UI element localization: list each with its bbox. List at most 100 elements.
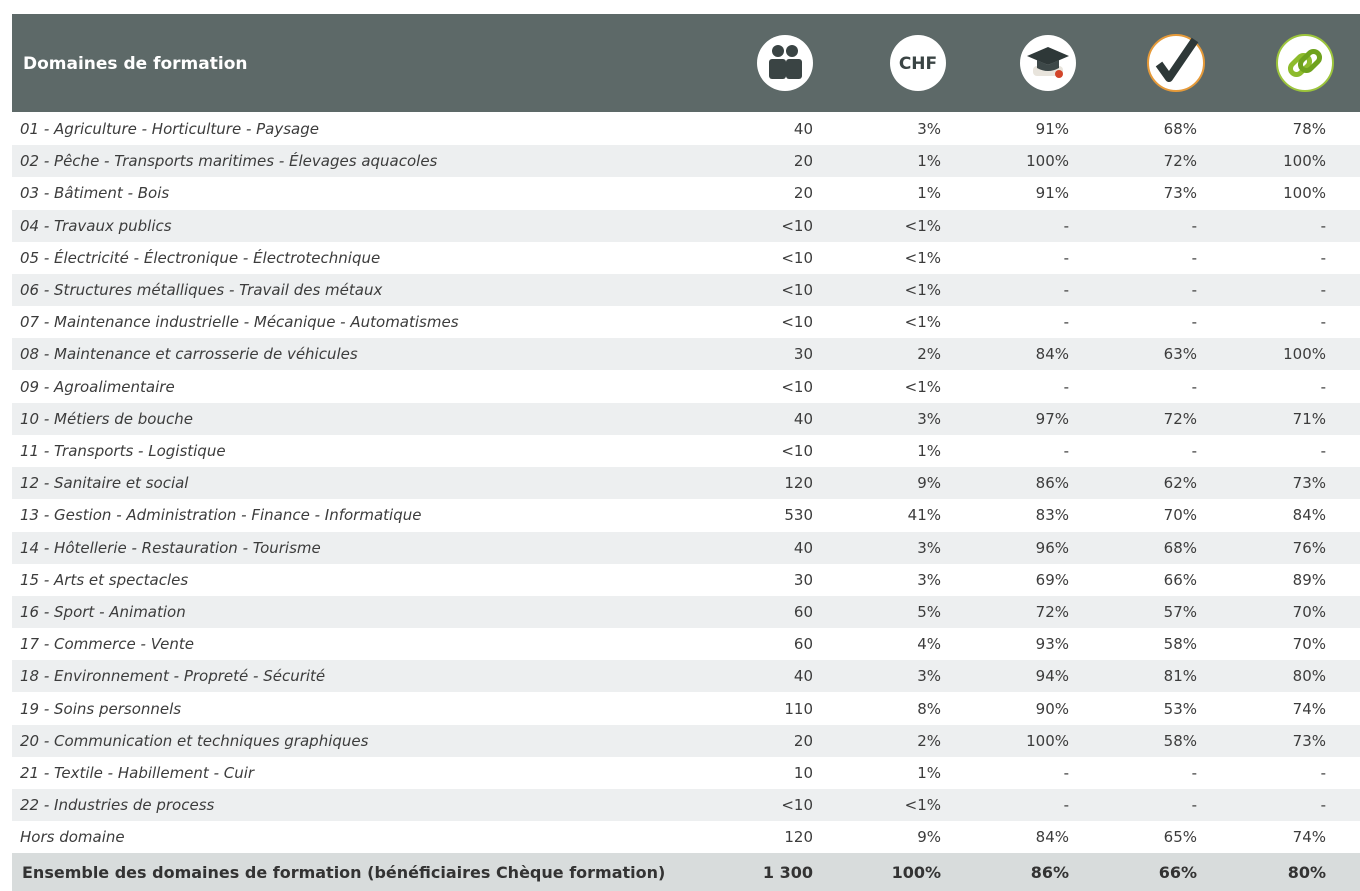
table-row: 13 - Gestion - Administration - Finance …	[12, 499, 1360, 531]
row-label: Hors domaine	[20, 828, 125, 847]
cell-value: 1%	[917, 184, 941, 203]
cell-value: <10	[781, 281, 813, 299]
row-label: 20 - Communication et techniques graphiq…	[20, 731, 369, 750]
check-icon	[1147, 34, 1205, 92]
cell-value: 1%	[917, 152, 941, 171]
cell-value: 20	[793, 184, 813, 203]
cell-value: 2%	[917, 345, 941, 364]
header-title: Domaines de formation	[23, 54, 248, 74]
cell-value: -	[1191, 281, 1197, 299]
cell-value: 4%	[917, 635, 941, 654]
cell-value: -	[1191, 796, 1197, 815]
table-row: 01 - Agriculture - Horticulture - Paysag…	[12, 113, 1360, 145]
cell-value: 30	[793, 570, 813, 589]
row-label: 04 - Travaux publics	[20, 216, 172, 235]
cell-value: 78%	[1292, 120, 1326, 138]
total-value: 1 300	[762, 863, 813, 882]
cell-value: 70%	[1292, 635, 1326, 654]
cell-value: 60	[793, 603, 813, 621]
table-row: 08 - Maintenance et carrosserie de véhic…	[12, 338, 1360, 371]
cell-value: 40	[793, 667, 813, 686]
table-row: 18 - Environnement - Propreté - Sécurité…	[12, 660, 1360, 693]
table-row: 09 - Agroalimentaire <10 <1% - - -	[12, 371, 1360, 403]
total-row: Ensemble des domaines de formation (béné…	[12, 853, 1360, 891]
cell-value: <10	[781, 216, 813, 235]
cell-value: <1%	[904, 377, 941, 396]
cell-value: -	[1320, 796, 1326, 815]
cell-value: 20	[793, 731, 813, 750]
cell-value: <1%	[904, 216, 941, 235]
cell-value: 1%	[917, 764, 941, 782]
cell-value: 72%	[1163, 409, 1197, 428]
cell-value: 86%	[1035, 474, 1069, 493]
cell-value: 100%	[1026, 731, 1069, 750]
row-label: 03 - Bâtiment - Bois	[20, 184, 170, 203]
cell-value: 91%	[1035, 184, 1069, 203]
cell-value: 100%	[1283, 345, 1326, 364]
row-label: 12 - Sanitaire et social	[20, 474, 189, 493]
cell-value: 74%	[1292, 699, 1326, 718]
cell-value: 53%	[1163, 699, 1197, 718]
row-label: 01 - Agriculture - Horticulture - Paysag…	[20, 120, 320, 138]
cell-value: <10	[781, 248, 813, 267]
table-row: 15 - Arts et spectacles 30 3% 69% 66% 89%	[12, 564, 1360, 596]
table-row: 02 - Pêche - Transports maritimes - Élev…	[12, 145, 1360, 178]
cell-value: 66%	[1163, 570, 1197, 589]
table-row: 05 - Électricité - Électronique - Électr…	[12, 242, 1360, 274]
cell-value: -	[1063, 796, 1069, 815]
cell-value: 110	[784, 699, 813, 718]
cell-value: 97%	[1035, 409, 1069, 428]
cell-value: -	[1191, 442, 1197, 460]
cell-value: -	[1320, 377, 1326, 396]
cell-value: 3%	[917, 120, 941, 138]
cell-value: <1%	[904, 281, 941, 299]
cell-value: -	[1063, 248, 1069, 267]
total-value: 86%	[1030, 863, 1069, 882]
cell-value: -	[1063, 377, 1069, 396]
row-label: 21 - Textile - Habillement - Cuir	[20, 764, 255, 782]
cell-value: 68%	[1163, 120, 1197, 138]
cell-value: 74%	[1292, 828, 1326, 847]
row-label: 08 - Maintenance et carrosserie de véhic…	[20, 345, 358, 364]
row-label: 07 - Maintenance industrielle - Mécaniqu…	[20, 313, 459, 332]
cell-value: 9%	[917, 828, 941, 847]
cell-value: 40	[793, 120, 813, 138]
cell-value: <10	[781, 377, 813, 396]
cell-value: 89%	[1292, 570, 1326, 589]
cell-value: 65%	[1163, 828, 1197, 847]
cell-value: 3%	[917, 667, 941, 686]
cell-value: -	[1191, 764, 1197, 782]
row-label: 16 - Sport - Animation	[20, 603, 186, 621]
cell-value: 72%	[1163, 152, 1197, 171]
cell-value: 73%	[1292, 731, 1326, 750]
row-label: 02 - Pêche - Transports maritimes - Élev…	[20, 152, 438, 171]
cell-value: -	[1063, 281, 1069, 299]
row-label: 10 - Métiers de bouche	[20, 409, 193, 428]
cell-value: <10	[781, 796, 813, 815]
cell-value: 72%	[1035, 603, 1069, 621]
cell-value: 94%	[1035, 667, 1069, 686]
row-label: 14 - Hôtellerie - Restauration - Tourism…	[20, 538, 321, 557]
total-label: Ensemble des domaines de formation (béné…	[22, 863, 666, 882]
cell-value: -	[1320, 248, 1326, 267]
chf-label: CHF	[899, 54, 937, 74]
table-row: Hors domaine 120 9% 84% 65% 74%	[12, 821, 1360, 853]
cell-value: <1%	[904, 796, 941, 815]
table-row: 19 - Soins personnels 110 8% 90% 53% 74%	[12, 693, 1360, 725]
row-label: 22 - Industries de process	[20, 796, 215, 815]
cell-value: 60	[793, 635, 813, 654]
table-row: 21 - Textile - Habillement - Cuir 10 1% - - -	[12, 757, 1360, 789]
row-label: 19 - Soins personnels	[20, 699, 182, 718]
cell-value: 63%	[1163, 345, 1197, 364]
cell-value: 83%	[1035, 506, 1069, 525]
total-value: 66%	[1158, 863, 1197, 882]
row-label: 13 - Gestion - Administration - Finance …	[20, 506, 422, 525]
row-label: 11 - Transports - Logistique	[20, 442, 226, 460]
cell-value: 81%	[1163, 667, 1197, 686]
cell-value: -	[1191, 377, 1197, 396]
cell-value: 9%	[917, 474, 941, 493]
cell-value: 120	[784, 474, 813, 493]
cell-value: -	[1063, 442, 1069, 460]
cell-value: -	[1320, 442, 1326, 460]
